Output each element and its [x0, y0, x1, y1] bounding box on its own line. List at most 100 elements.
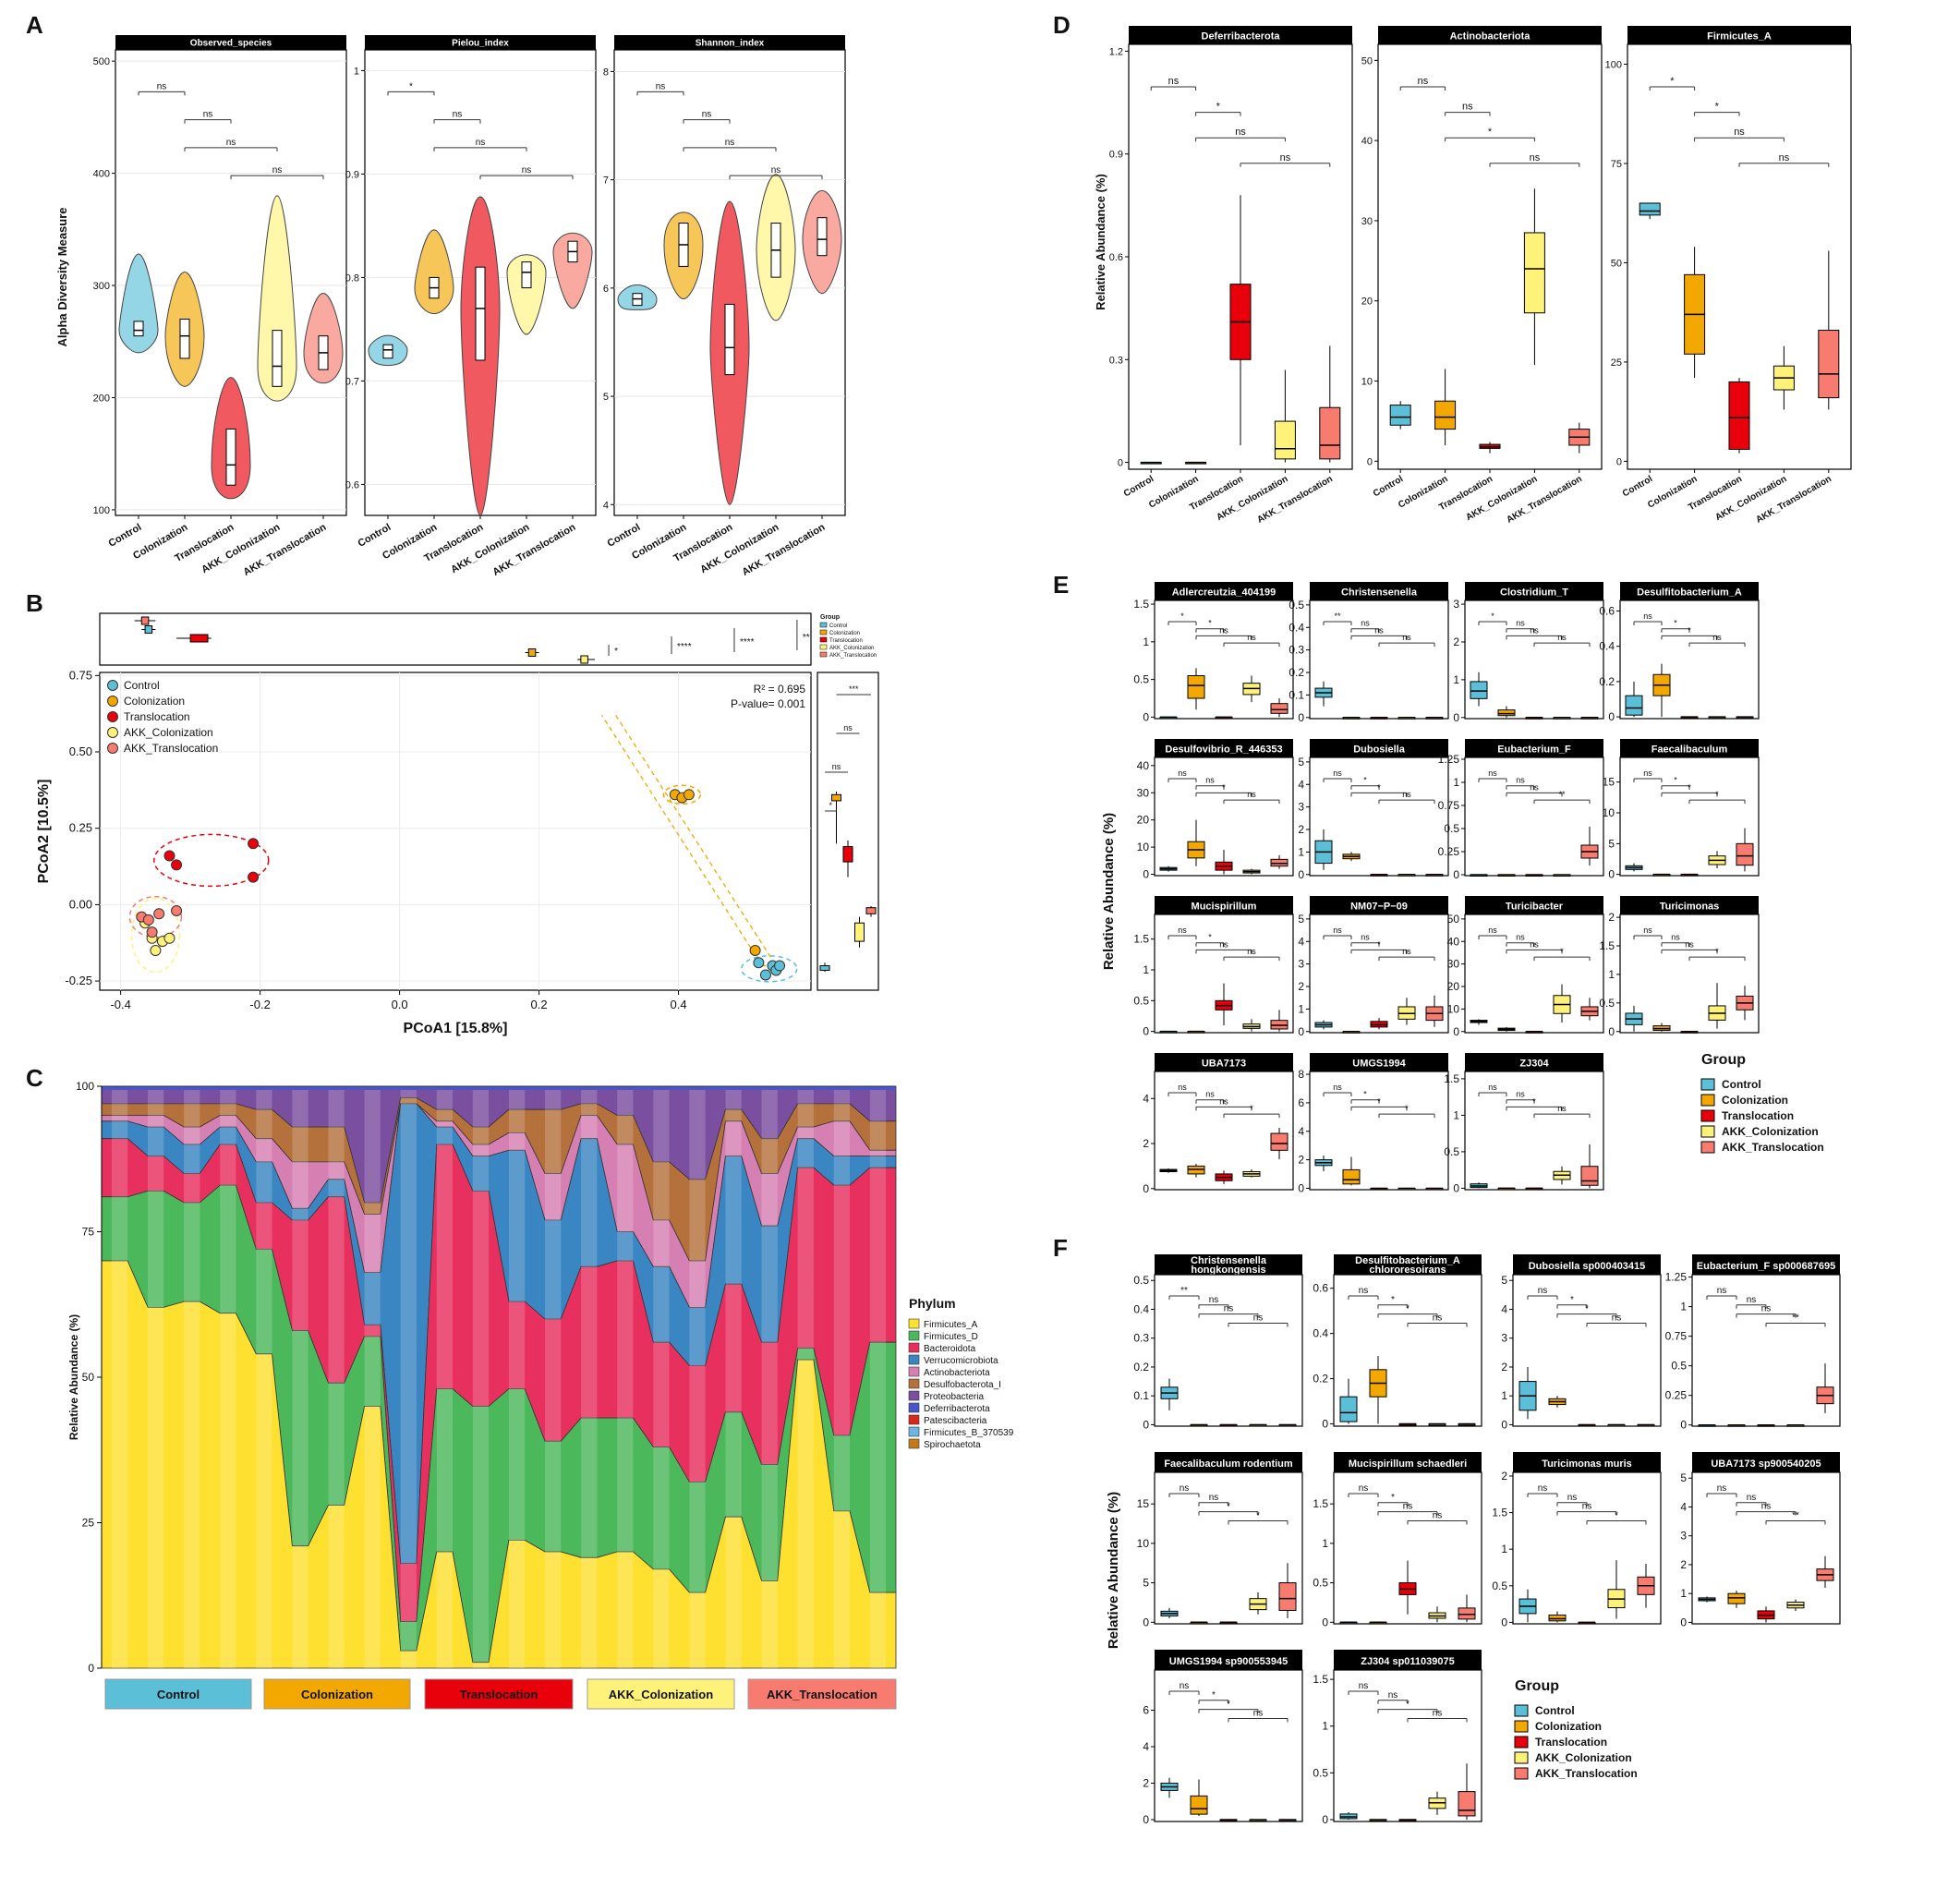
panel-label-d: D [1053, 11, 1071, 39]
facet-strip [365, 35, 596, 50]
y-tick-label: 40 [1447, 935, 1460, 948]
mini-legend-label: Control [829, 623, 847, 629]
sig-label: * [1256, 1510, 1260, 1520]
sig-label: * [1715, 947, 1719, 956]
sample-bar-band [472, 1086, 490, 1668]
y-tick-label: 2 [1501, 1361, 1507, 1374]
sig-label: ns [1180, 1681, 1190, 1691]
colonization-ellipse [600, 714, 778, 967]
sample-bar-band [581, 1086, 598, 1668]
facet-strip [1155, 1650, 1302, 1670]
sig-label: * [1227, 1502, 1230, 1512]
y-tick-label: 0 [1453, 868, 1459, 881]
legend-swatch-f [1514, 1751, 1529, 1764]
facet-title: Turicimonas muris [1542, 1458, 1632, 1470]
top-box-Colonization [527, 648, 537, 657]
sig-label: ns [272, 165, 283, 175]
sig-label: ns [1717, 1286, 1727, 1296]
y-tick-label: 6 [603, 284, 609, 295]
mini-legend-label: Colonization [829, 631, 860, 636]
y-tick-label: 4 [1143, 1092, 1149, 1105]
sig-label: * [1532, 1096, 1536, 1106]
sig-label: ns [1235, 127, 1246, 138]
facet-strip [1334, 1650, 1482, 1670]
sig-label: ns [1219, 625, 1228, 635]
box-AKK_Translocation [1270, 703, 1289, 714]
facet-title: Desulfitobacterium_A [1355, 1255, 1460, 1266]
sig-label: * [1208, 933, 1212, 942]
facet-title: Adlercreutzia_404199 [1172, 587, 1276, 598]
facet-strip [1310, 582, 1448, 600]
phylum-legend-label: Firmicutes_A [924, 1320, 978, 1330]
y-tick-label: 0.5 [1289, 599, 1304, 611]
box-Colonization [1434, 400, 1457, 430]
y-tick-label: 40 [1361, 136, 1373, 147]
facet-title: Dubosiella sp000403415 [1529, 1261, 1646, 1272]
y-tick-label: 0.8 [345, 272, 359, 284]
y-tick-label: 1 [1608, 968, 1615, 981]
sig-label: ns [1717, 1483, 1727, 1494]
y-tick-label: 0.2 [1599, 675, 1615, 688]
x-tick-label: 0.4 [671, 998, 687, 1011]
mini-legend-swatch [819, 629, 828, 635]
y-tick-label: 1 [1453, 1108, 1459, 1121]
sig-label: ns [476, 138, 486, 148]
y-tick-label: 0.25 [69, 821, 92, 835]
y-tick-label: 0.25 [1438, 845, 1460, 858]
y-tick-label: 0.5 [1133, 673, 1149, 686]
legend-label-f: Control [1535, 1704, 1575, 1717]
violin-Control [118, 253, 159, 354]
sig-label: ns [1488, 926, 1497, 935]
violin-AKK_Colonization [257, 195, 297, 402]
y-tick-label: 1 [1680, 1587, 1687, 1600]
y-tick-label: 0 [1501, 1616, 1507, 1628]
sig-label: ** [1180, 1286, 1188, 1296]
top-box-Translocation [189, 634, 209, 643]
sig-label: * [1363, 1090, 1367, 1099]
sig-label: ns [1530, 625, 1539, 635]
facet-title: Faecalibaculum [1651, 744, 1728, 755]
facet-strip [1465, 896, 1603, 914]
y-tick-label: 0.6 [1109, 252, 1123, 263]
y-tick-label: 75 [82, 1226, 95, 1239]
sig-label: ns [1247, 947, 1256, 956]
sig-label: * [1212, 1690, 1216, 1700]
legend-label-b: Translocation [124, 710, 190, 723]
group-bar-label: Control [157, 1688, 200, 1701]
sig-label: ns [1516, 1090, 1525, 1099]
legend-label-e: AKK_Colonization [1722, 1125, 1819, 1138]
phylum-legend-label: Actinobacteriota [924, 1368, 990, 1378]
top-sig-label: * [614, 647, 618, 657]
y-tick-label: 0.50 [69, 744, 92, 758]
facet-title: Turicibacter [1506, 901, 1564, 912]
top-sig-label: **** [677, 642, 692, 652]
y-tick-label: 0.75 [1438, 799, 1460, 812]
y-tick-label: 50 [1447, 913, 1460, 926]
y-tick-label: 5 [1298, 913, 1304, 926]
sig-label: ns [1178, 769, 1187, 778]
y-tick-label: 1.5 [1313, 1673, 1328, 1686]
pcoa-point-AKK_Translocation [142, 914, 154, 926]
group-ellipse [662, 784, 702, 805]
y-tick-label: 10 [1137, 841, 1150, 853]
facet-title: Actinobacteriota [1450, 30, 1531, 42]
sample-bar-band [148, 1086, 164, 1668]
y-tick-label: 0.5 [1444, 822, 1459, 835]
sample-bar-band [256, 1086, 272, 1668]
sig-label: ns [725, 138, 735, 148]
y-tick-label: 5 [1608, 837, 1615, 850]
x-tick-label: 0.2 [531, 998, 548, 1011]
y-tick-label: 1 [1298, 845, 1304, 858]
facet-strip [1465, 739, 1603, 757]
box-Colonization [1497, 709, 1516, 717]
y-tick-label: 5 [1298, 756, 1304, 769]
sig-label: ns [1333, 769, 1342, 778]
facet-strip [1310, 1053, 1448, 1071]
sig-label: ns [1403, 1502, 1413, 1512]
phylum-legend-swatch [908, 1354, 920, 1365]
facet-title: chlororesoirans [1369, 1265, 1446, 1276]
sig-label: ns [203, 110, 213, 120]
facet-strip [1155, 739, 1293, 757]
y-tick-label: 0 [1501, 1418, 1507, 1431]
box-AKK_Translocation [1458, 1791, 1476, 1817]
